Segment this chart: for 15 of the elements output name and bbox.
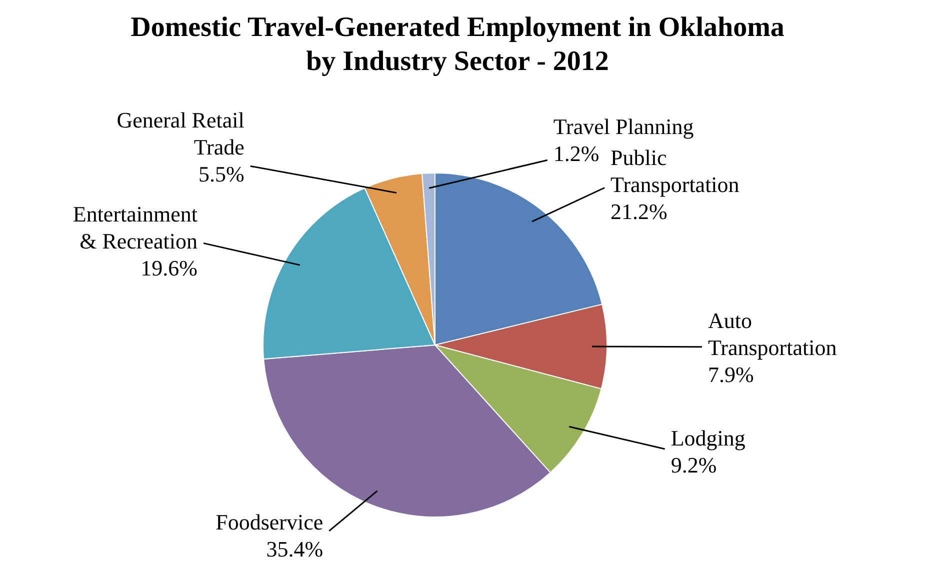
- data-label: 1.2%: [553, 141, 600, 166]
- slice-label: Travel Planning: [553, 114, 694, 140]
- slice-label: General Retail Trade: [116, 107, 244, 160]
- slice-label: Public Transportation: [610, 144, 740, 197]
- slice-label: Lodging: [670, 426, 746, 451]
- slice-label: Entertainment & Recreation: [72, 202, 198, 254]
- data-label: 35.4%: [266, 536, 324, 562]
- data-label: 9.2%: [670, 452, 717, 478]
- data-label: 7.9%: [708, 362, 754, 387]
- data-label: 21.2%: [610, 198, 668, 224]
- data-label: 19.6%: [140, 256, 198, 281]
- chart-title: Domestic Travel-Generated Employment in Oklahoma by Industry Sector - 2012: [130, 12, 784, 77]
- slice-label: Foodservice: [216, 510, 324, 535]
- data-label: 5.5%: [198, 161, 244, 186]
- slice-label: Auto Transportation: [708, 308, 837, 360]
